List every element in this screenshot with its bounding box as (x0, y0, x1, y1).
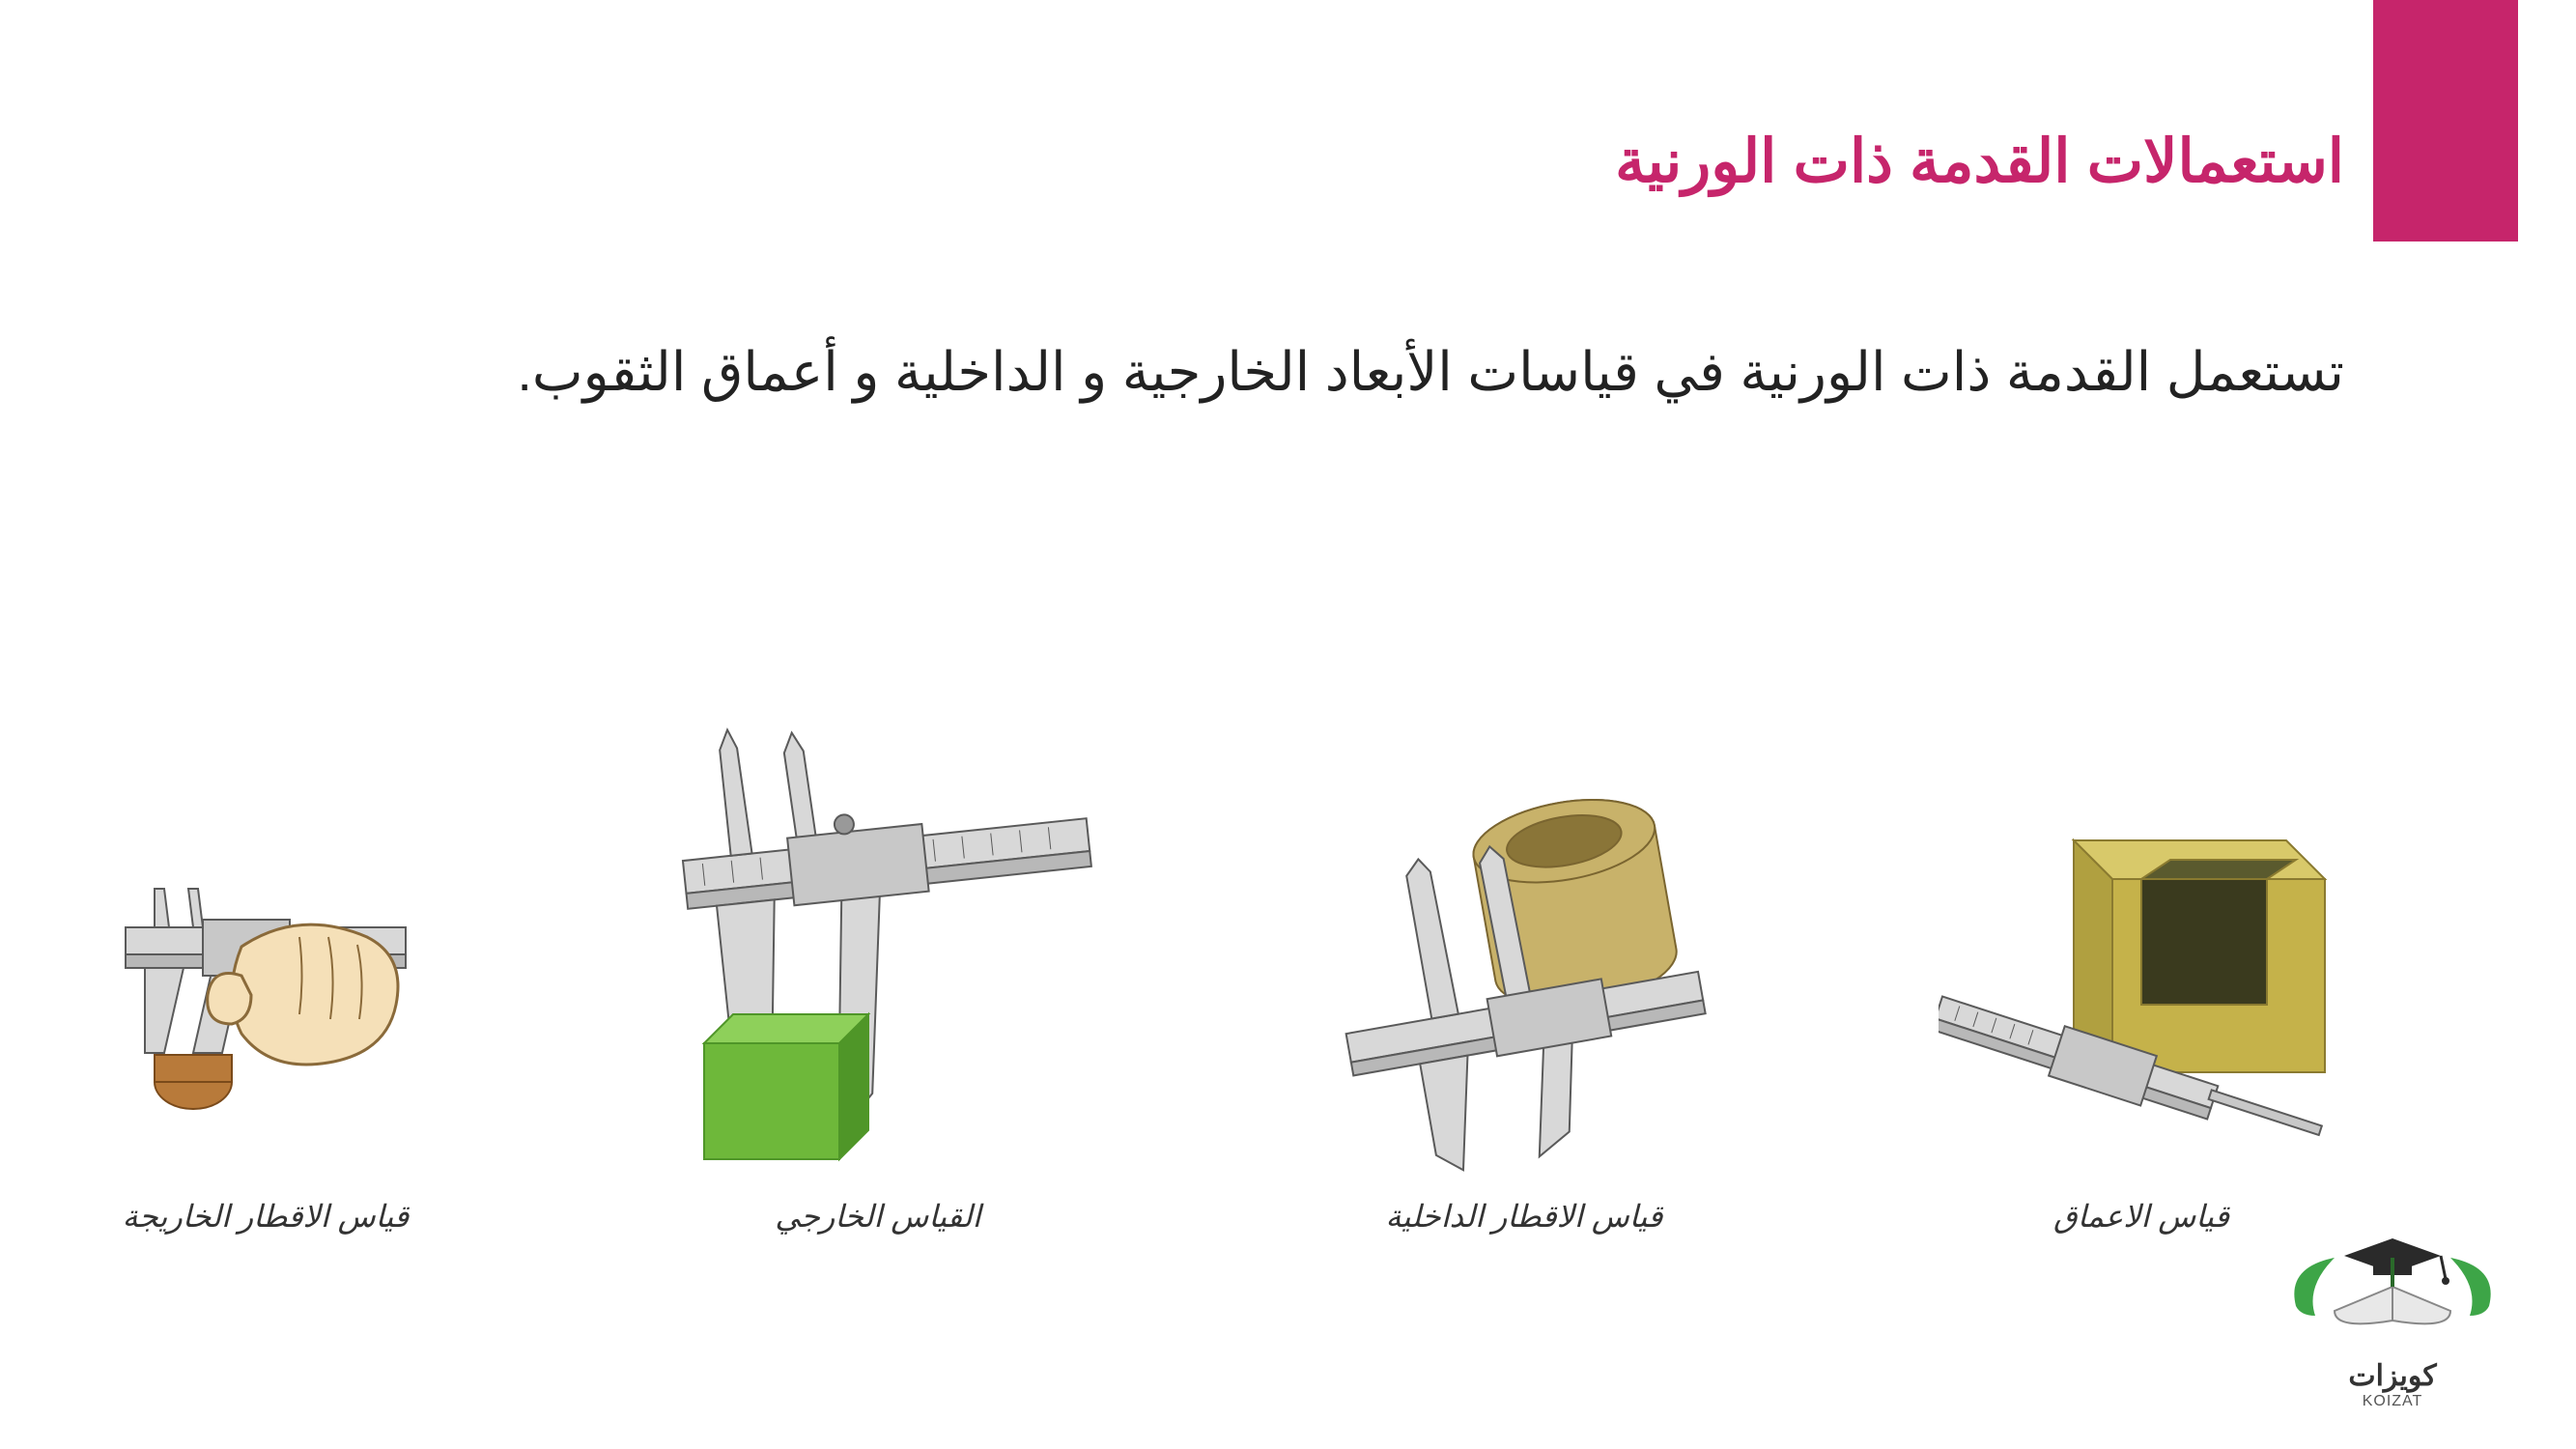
brand-logo: كويزات KOIZAT (2267, 1219, 2518, 1410)
caption-depth: قياس الاعماق (2053, 1198, 2229, 1235)
caption-external-block: القياس الخارجي (775, 1198, 980, 1235)
logo-text-english: KOIZAT (2267, 1393, 2518, 1410)
figure-external-hand: قياس الاقطار الخاريجة (97, 831, 435, 1235)
slide-body-text: تستعمل القدمة ذات الورنية في قياسات الأب… (464, 328, 2344, 415)
caliper-depth-icon (1939, 753, 2344, 1179)
caliper-internal-icon (1321, 753, 1727, 1179)
figure-depth: قياس الاعماق (1939, 753, 2344, 1235)
logo-text-arabic: كويزات (2267, 1359, 2518, 1393)
koizat-logo-icon (2277, 1219, 2508, 1354)
slide-title: استعمالات القدمة ذات الورنية (1615, 126, 2344, 196)
figures-row: قياس الاقطار الخاريجة (97, 676, 2344, 1235)
caption-internal: قياس الاقطار الداخلية (1386, 1198, 1663, 1235)
figure-internal: قياس الاقطار الداخلية (1321, 753, 1727, 1235)
caliper-hand-icon (97, 831, 435, 1179)
figure-external-block: القياس الخارجي (646, 676, 1110, 1235)
caliper-external-icon (646, 676, 1110, 1179)
accent-block (2373, 0, 2518, 242)
caption-external-hand: قياس الاقطار الخاريجة (123, 1198, 410, 1235)
